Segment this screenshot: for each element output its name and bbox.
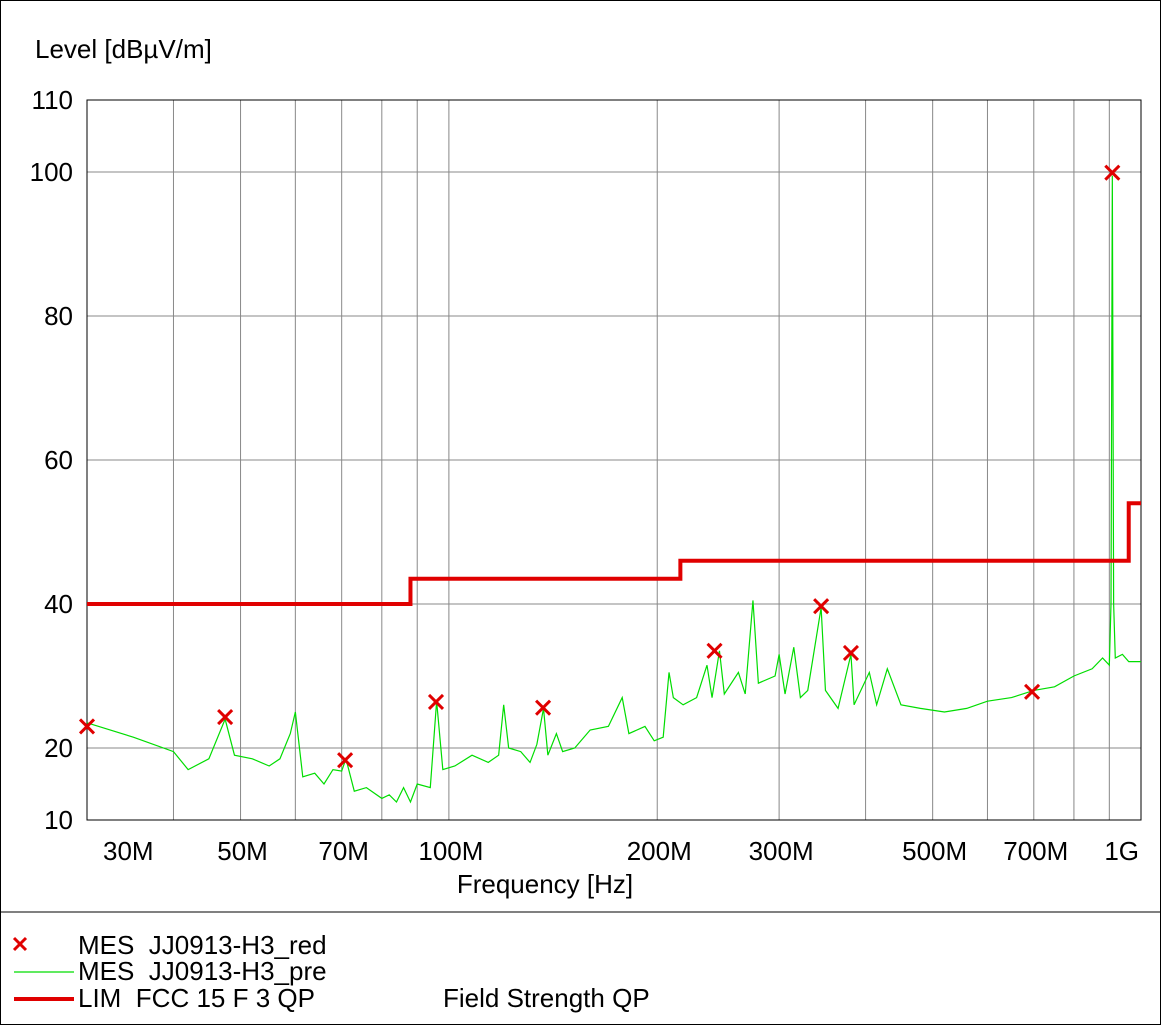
marker-stroke bbox=[337, 752, 354, 769]
x-tick-label: 30M bbox=[103, 836, 154, 866]
y-tick-label: 40 bbox=[44, 589, 73, 619]
x-tick-label: 300M bbox=[749, 836, 814, 866]
marker bbox=[78, 718, 96, 735]
y-tick-label: 110 bbox=[32, 85, 73, 115]
marker-stroke bbox=[12, 936, 28, 952]
y-tick-label: 20 bbox=[44, 733, 73, 763]
x-tick-label: 500M bbox=[902, 836, 967, 866]
x-tick-label: 50M bbox=[217, 836, 268, 866]
marker-stroke bbox=[1104, 164, 1121, 181]
marker-stroke bbox=[78, 718, 96, 735]
x-tick-label: 1G bbox=[1104, 836, 1139, 866]
plot-frame bbox=[86, 99, 1142, 821]
y-tick-label: 80 bbox=[44, 301, 73, 331]
marker-stroke bbox=[217, 708, 234, 726]
marker-stroke bbox=[535, 699, 552, 716]
x-tick-label: 700M bbox=[1003, 836, 1068, 866]
x-tick-label: 70M bbox=[318, 836, 369, 866]
marker bbox=[12, 936, 28, 952]
x-tick-label: 200M bbox=[627, 836, 692, 866]
marker bbox=[706, 642, 723, 659]
marker bbox=[842, 644, 860, 662]
marker-stroke bbox=[1024, 683, 1041, 700]
data-line bbox=[86, 175, 1141, 804]
marker-stroke bbox=[842, 644, 860, 662]
marker-stroke bbox=[813, 598, 830, 615]
y-axis-label: Level [dBµV/m] bbox=[35, 34, 212, 64]
marker bbox=[535, 699, 552, 716]
marker bbox=[427, 693, 445, 710]
x-tick-label: 100M bbox=[418, 836, 483, 866]
y-tick-label: 60 bbox=[44, 445, 73, 475]
legend-label: MES JJ0913-H3_pre bbox=[78, 956, 327, 986]
y-tick-label: 100 bbox=[30, 157, 73, 187]
marker bbox=[337, 752, 354, 769]
data-line bbox=[87, 501, 1141, 606]
annotation: Field Strength QP bbox=[443, 983, 650, 1013]
marker-stroke bbox=[706, 642, 723, 659]
marker bbox=[217, 708, 234, 726]
marker bbox=[1024, 683, 1041, 700]
marker bbox=[1104, 164, 1121, 181]
legend-label: MES JJ0913-H3_red bbox=[78, 930, 327, 960]
marker-stroke bbox=[427, 693, 445, 710]
x-axis-label: Frequency [Hz] bbox=[457, 869, 633, 899]
legend-label: LIM FCC 15 F 3 QP bbox=[78, 983, 315, 1013]
y-tick-label: 10 bbox=[44, 805, 73, 835]
marker bbox=[813, 598, 830, 615]
